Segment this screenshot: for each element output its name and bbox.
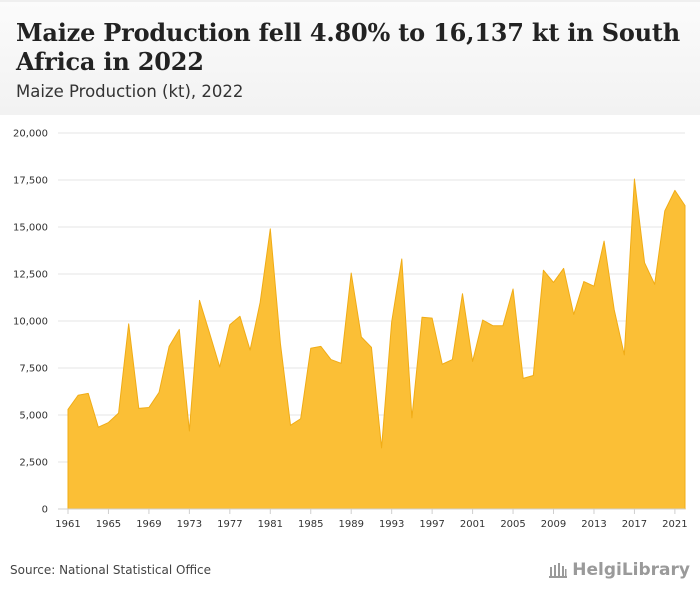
chart-title: Maize Production fell 4.80% to 16,137 kt… xyxy=(16,18,681,76)
data-point xyxy=(177,327,181,331)
brand-logo: HelgiLibrary xyxy=(548,560,690,580)
data-point xyxy=(663,209,667,213)
y-axis: 0 2,500 5,000 7,500 10,000 12,500 15,000 17,500… xyxy=(13,129,48,516)
data-point xyxy=(430,316,434,320)
data-point xyxy=(440,362,444,366)
brand-name: HelgiLibrary xyxy=(572,560,690,580)
chart-subtitle: Maize Production (kt), 2022 xyxy=(16,82,244,101)
data-point xyxy=(390,320,394,324)
data-point xyxy=(137,406,141,410)
x-tick-label: 2013 xyxy=(581,519,606,530)
data-point xyxy=(602,239,606,243)
data-point xyxy=(531,374,535,378)
data-point xyxy=(218,365,222,369)
data-point xyxy=(157,390,161,394)
x-tick-label: 1973 xyxy=(177,519,202,530)
data-point xyxy=(208,331,212,335)
data-point xyxy=(299,417,303,421)
data-point xyxy=(289,423,293,427)
source-note: Source: National Statistical Office xyxy=(10,563,212,577)
data-point xyxy=(369,345,373,349)
data-point xyxy=(329,358,333,362)
area-series xyxy=(66,177,687,510)
library-building-icon xyxy=(549,563,568,578)
x-tick-label: 2009 xyxy=(541,519,566,530)
data-point xyxy=(309,346,313,350)
x-tick-label: 1985 xyxy=(298,519,323,530)
data-point xyxy=(491,324,495,328)
data-point xyxy=(127,322,131,326)
data-point xyxy=(349,271,353,275)
x-tick-label: 1965 xyxy=(96,519,121,530)
data-point xyxy=(541,268,545,272)
chart-header: Maize Production fell 4.80% to 16,137 kt… xyxy=(0,0,700,115)
x-tick-label: 2017 xyxy=(622,519,647,530)
data-point xyxy=(562,266,566,270)
y-tick-label: 17,500 xyxy=(13,176,48,187)
data-point xyxy=(511,287,515,291)
data-point xyxy=(481,318,485,322)
data-point xyxy=(612,308,616,312)
data-point xyxy=(450,358,454,362)
data-point xyxy=(380,446,384,450)
data-point xyxy=(238,314,242,318)
x-tick-label: 1969 xyxy=(136,519,161,530)
data-point xyxy=(501,324,505,328)
data-point xyxy=(572,312,576,316)
y-tick-label: 15,000 xyxy=(13,223,48,234)
data-point xyxy=(471,359,475,363)
data-point xyxy=(552,280,556,284)
data-point xyxy=(106,421,110,425)
data-point xyxy=(460,292,464,296)
data-point xyxy=(673,188,677,192)
data-point xyxy=(96,425,100,429)
y-tick-label: 0 xyxy=(42,505,48,516)
data-point xyxy=(420,315,424,319)
data-point xyxy=(86,391,90,395)
area-fill xyxy=(67,178,686,510)
data-point xyxy=(339,361,343,365)
data-point xyxy=(248,348,252,352)
data-point xyxy=(622,353,626,357)
x-tick-label: 2021 xyxy=(662,519,687,530)
data-point xyxy=(521,376,525,380)
data-point xyxy=(147,405,151,409)
data-point xyxy=(592,284,596,288)
data-point xyxy=(187,429,191,433)
area-chart: 0 2,500 5,000 7,500 10,000 12,500 15,000 17,500… xyxy=(13,129,688,531)
y-tick-label: 20,000 xyxy=(13,129,48,140)
data-point xyxy=(268,227,272,231)
data-point xyxy=(410,416,414,420)
x-axis: 1961 1965 1969 1973 1977 1981 1985 1989 1993 1997… xyxy=(55,508,688,530)
data-point xyxy=(76,393,80,397)
data-point xyxy=(278,342,282,346)
data-point xyxy=(359,335,363,339)
x-tick-label: 1977 xyxy=(217,519,242,530)
data-point xyxy=(258,300,262,304)
data-point xyxy=(653,282,657,286)
x-tick-label: 1989 xyxy=(338,519,363,530)
data-point xyxy=(66,407,70,411)
data-point xyxy=(683,204,687,208)
data-point xyxy=(582,280,586,284)
data-point xyxy=(228,323,232,327)
y-tick-label: 2,500 xyxy=(19,458,48,469)
y-tick-label: 5,000 xyxy=(19,411,48,422)
data-point xyxy=(167,344,171,348)
x-tick-label: 1981 xyxy=(258,519,283,530)
x-tick-label: 1997 xyxy=(419,519,444,530)
data-point xyxy=(632,177,636,181)
data-point xyxy=(117,411,121,415)
x-tick-label: 1993 xyxy=(379,519,404,530)
y-tick-label: 10,000 xyxy=(13,317,48,328)
x-tick-label: 1961 xyxy=(55,519,80,530)
data-point xyxy=(319,344,323,348)
x-tick-label: 2005 xyxy=(500,519,525,530)
data-point xyxy=(643,261,647,265)
data-point xyxy=(197,298,201,302)
y-tick-label: 7,500 xyxy=(19,364,48,375)
data-point xyxy=(400,257,404,261)
x-tick-label: 2001 xyxy=(460,519,485,530)
y-tick-label: 12,500 xyxy=(13,270,48,281)
